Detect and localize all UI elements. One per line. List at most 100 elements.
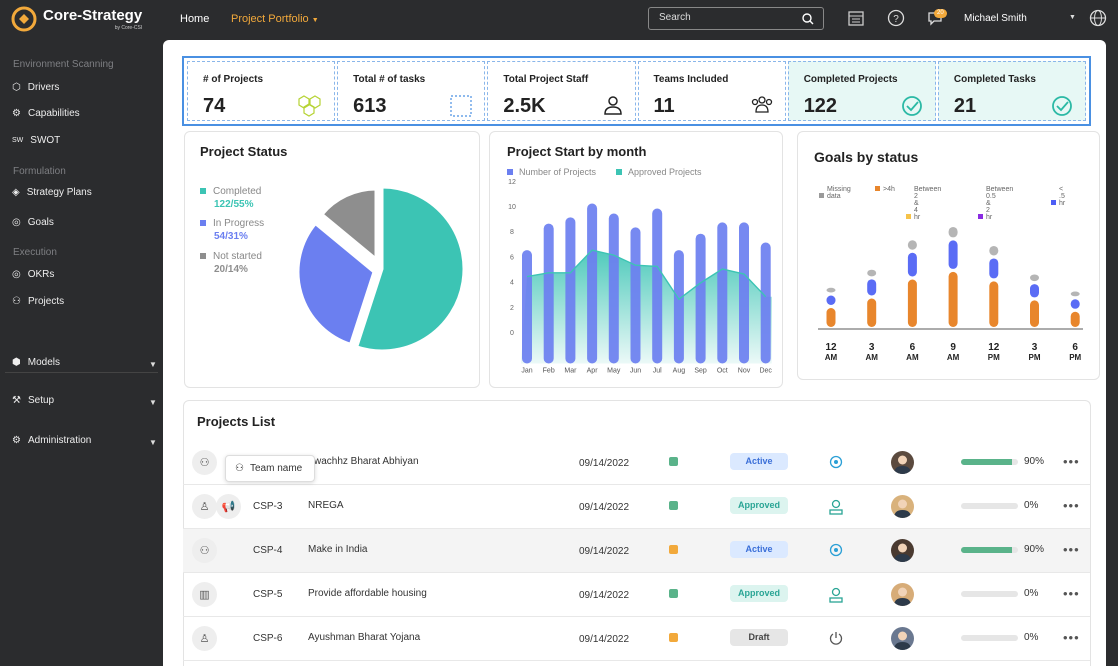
row-type-icon[interactable]: ⚇ [192,538,217,563]
kpi-tasks[interactable]: Total # of tasks 613 [337,61,486,121]
calendar-icon[interactable] [847,9,865,27]
sidebar-item-okrs[interactable]: ◎ OKRs [12,269,55,280]
project-name[interactable]: Ayushman Bharat Yojana [308,632,421,643]
table-row[interactable]: ⚇ CSP-4 Make in India 09/14/2022 Active 90% ••… [183,529,1090,573]
kpi-projects[interactable]: # of Projects 74 [187,61,336,121]
target-icon[interactable] [829,543,843,562]
globe-icon[interactable] [1089,9,1107,27]
row-type-icon[interactable]: ♙ [192,494,217,519]
row-type-icon[interactable]: ♙ [192,626,217,651]
kpi-label: Total Project Staff [503,74,589,85]
help-icon[interactable]: ? [887,9,905,27]
kpi-teams[interactable]: Teams Included 11 [637,61,786,121]
pie-slice-not-started [319,187,378,263]
status-badge: Approved [730,497,788,514]
x-tick-label: 12 [825,342,837,353]
sidebar-item-strategy-plans[interactable]: ◈ Strategy Plans [12,187,92,198]
administration-chevron-icon[interactable]: ▼ [149,438,157,447]
progress-percent: 0% [1024,500,1039,511]
bar-under-half-h [867,279,877,296]
sidebar-item-projects[interactable]: ⚇ Projects [12,296,65,307]
row-type-icon[interactable]: ⚇ [192,450,217,475]
project-name[interactable]: NREGA [308,500,344,511]
kpi-label: Teams Included [653,74,729,85]
project-name[interactable]: wachhz Bharat Abhiyan [314,456,419,467]
avatar[interactable] [891,539,914,562]
sidebar-item-administration[interactable]: ⚙ Administration [12,435,92,446]
nav-project-portfolio[interactable]: Project Portfolio ▼ [231,13,319,25]
megaphone-icon[interactable]: 📢 [216,494,241,519]
y-tick-label: 4 [510,280,514,287]
sidebar-item-models[interactable]: ⬢ Models [12,357,60,368]
kpi-completed-projects[interactable]: Completed Projects 122 [787,61,936,121]
kpi-staff[interactable]: Total Project Staff 2.5K [487,61,636,121]
y-tick-label: 6 [510,254,514,261]
search-input[interactable]: Search [648,7,824,30]
priority-flag-icon [669,457,678,466]
avatar[interactable] [891,451,914,474]
progress-bar [961,547,1018,553]
bar-missing-data [826,287,836,293]
x-tick-sublabel: PM [988,353,1000,362]
x-tick-label: 3 [869,342,875,353]
more-options-icon[interactable]: ••• [1063,630,1080,645]
priority-flag-icon [669,633,678,642]
progress-percent: 0% [1024,588,1039,599]
target-icon: ◎ [12,217,21,228]
y-tick-label: 0 [510,330,514,337]
approved-projects-area [521,250,772,364]
projects-icon: ⚇ [12,296,21,307]
row-type-icon[interactable]: ▥ [192,582,217,607]
target-icon[interactable] [829,455,843,474]
project-name[interactable]: Make in India [308,544,368,555]
avatar[interactable] [891,495,914,518]
table-row[interactable]: ▥ CSP-5 Provide affordable housing 09/14/20… [183,573,1090,617]
models-chevron-icon[interactable]: ▼ [149,360,157,369]
hexagons-icon [298,95,321,117]
kpi-completed-tasks[interactable]: Completed Tasks 21 [937,61,1087,121]
project-date: 09/14/2022 [579,458,630,469]
more-options-icon[interactable]: ••• [1063,454,1080,469]
person-icon[interactable] [829,587,843,608]
power-icon[interactable] [829,631,843,650]
bar-number-of-projects [543,223,554,364]
avatar[interactable] [891,627,914,650]
table-row[interactable]: ♙ 📢 CSP-3 NREGA 09/14/2022 Approved 0% ••• [183,485,1090,529]
gear-icon: ⚙ [12,435,21,446]
x-tick-label: Oct [717,368,728,375]
project-name[interactable]: Provide affordable housing [308,588,427,599]
bar-number-of-projects [565,217,576,364]
setup-chevron-icon[interactable]: ▼ [149,398,157,407]
user-name[interactable]: Michael Smith [964,13,1027,24]
y-tick-label: 8 [510,229,514,236]
user-menu-chevron-icon[interactable]: ▼ [1069,14,1076,21]
sidebar-item-swot[interactable]: SW SWOT [12,135,61,146]
priority-flag-icon [669,545,678,554]
project-start-chart: 12 10 8 6 4 2 0 Jan Feb Mar Apr May Jun Jul Aug Sep Oct N… [508,179,772,375]
progress-bar [961,635,1018,641]
bar-number-of-projects [717,222,728,364]
sidebar-item-capabilities[interactable]: ⚙ Capabilities [12,108,80,119]
sidebar-item-goals[interactable]: ◎ Goals [12,217,54,228]
app-logo[interactable]: Core-Strategy by Core-CSI [10,5,142,33]
table-row[interactable]: ♙ CSP-6 Ayushman Bharat Yojana 09/14/2022 Dr… [183,617,1090,661]
x-tick-label: Jul [653,368,662,375]
progress-percent: 0% [1024,632,1039,643]
y-tick-label: 2 [510,305,514,312]
sidebar-item-setup[interactable]: ⚒ Setup [12,395,55,406]
sidebar-item-drivers[interactable]: ⬡ Drivers [12,82,60,93]
table-row[interactable]: ⚇ wachhz Bharat Abhiyan 09/14/2022 Active 90… [183,441,1090,485]
approved-projects-line [526,249,767,301]
kpi-label: Completed Projects [803,74,898,85]
nav-home[interactable]: Home [180,13,210,25]
more-options-icon[interactable]: ••• [1063,498,1080,513]
avatar[interactable] [891,583,914,606]
more-options-icon[interactable]: ••• [1063,586,1080,601]
project-status-card: Project Status Completed 122/55% In Progr… [184,131,480,388]
more-options-icon[interactable]: ••• [1063,542,1080,557]
legend-number-of-projects: Number of Projects [507,167,596,177]
person-icon[interactable] [829,499,843,520]
bar-over-4h [1070,311,1080,327]
pie-slice-completed [354,185,466,353]
